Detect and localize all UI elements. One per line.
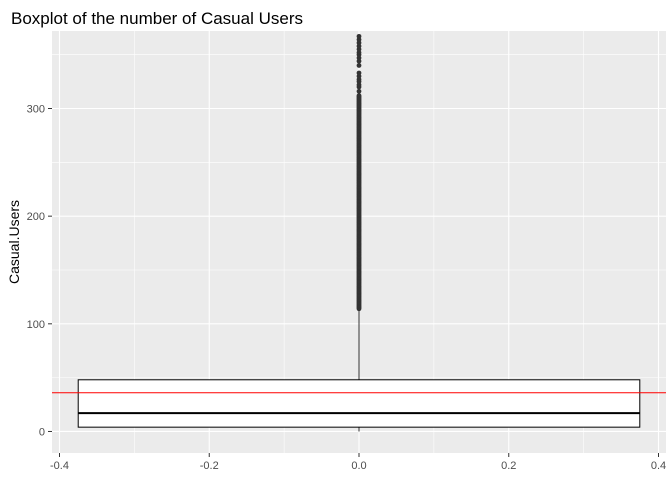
boxplot bbox=[52, 308, 666, 432]
outlier-point bbox=[356, 70, 362, 76]
y-tick-label: 0 bbox=[39, 426, 45, 438]
outlier-point bbox=[356, 88, 362, 94]
outlier-point bbox=[356, 33, 362, 39]
x-tick-label: 0.2 bbox=[501, 460, 516, 472]
outlier-points bbox=[356, 33, 362, 312]
y-tick-label: 100 bbox=[27, 319, 45, 331]
x-tick-label: 0.4 bbox=[651, 460, 666, 472]
y-axis-title: Casual.Users bbox=[6, 200, 22, 284]
y-axis: 0 100 200 300 bbox=[27, 104, 52, 438]
y-tick-label: 300 bbox=[27, 104, 45, 116]
x-tick-label: -0.4 bbox=[50, 460, 69, 472]
y-tick-label: 200 bbox=[27, 211, 45, 223]
x-axis: -0.4 -0.2 0.0 0.2 0.4 bbox=[50, 453, 666, 472]
box-iqr bbox=[77, 379, 641, 428]
chart-title: Boxplot of the number of Casual Users bbox=[11, 9, 303, 28]
x-tick-label: -0.2 bbox=[200, 460, 219, 472]
outlier-point bbox=[356, 63, 362, 68]
x-tick-label: 0.0 bbox=[351, 460, 366, 472]
outlier-point bbox=[356, 93, 362, 98]
